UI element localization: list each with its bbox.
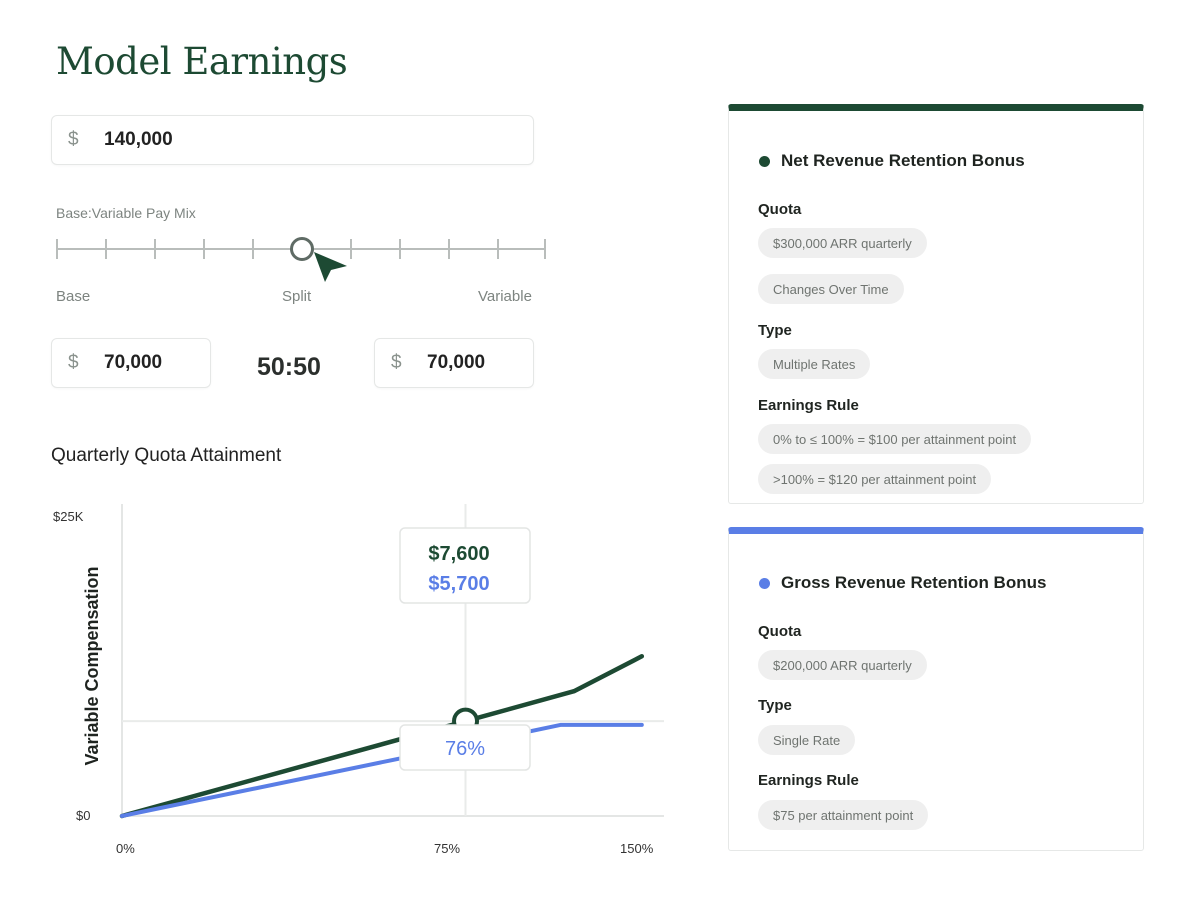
x-tick-label: 150% — [620, 841, 654, 856]
attainment-tooltip — [399, 724, 531, 771]
attainment-chart[interactable]: $25K $0 Variable Compensation 0% 75% 150… — [0, 490, 700, 870]
pay-mix-ratio: 50:50 — [257, 353, 321, 381]
y-tick-label: $25K — [53, 509, 84, 524]
slider-tick — [252, 239, 254, 259]
quota-chip: $300,000 ARR quarterly — [758, 228, 927, 258]
type-chip: Single Rate — [758, 725, 856, 755]
type-label: Type — [758, 697, 792, 714]
value-tooltip — [399, 527, 531, 604]
salary-value[interactable]: 140,000 — [104, 129, 173, 150]
card-header: Gross Revenue Retention Bonus — [759, 573, 1046, 593]
earnings-rule-chip: >100% = $120 per attainment point — [758, 464, 992, 494]
tooltip-nrr-value: $7,600 — [428, 543, 489, 565]
quota-chip: $200,000 ARR quarterly — [758, 650, 927, 680]
slider-tick — [448, 239, 450, 259]
y-tick-label: $0 — [76, 808, 90, 823]
earnings-rule-label: Earnings Rule — [758, 772, 859, 789]
series-dot-icon — [759, 155, 770, 167]
salary-input[interactable]: $ 140,000 — [51, 115, 534, 165]
chart-title: Quarterly Quota Attainment — [51, 445, 282, 466]
grr-bonus-card: Gross Revenue Retention Bonus Quota $200… — [728, 527, 1144, 851]
mouse-pointer-icon — [314, 252, 347, 282]
variable-amount-input[interactable]: $ 70,000 — [374, 338, 534, 388]
type-chip: Multiple Rates — [758, 349, 871, 379]
slider-tick — [105, 239, 107, 259]
slider-tick — [399, 239, 401, 259]
x-tick-label: 75% — [434, 841, 460, 856]
type-label: Type — [758, 322, 792, 339]
earnings-rule-chip: 0% to ≤ 100% = $100 per attainment point — [758, 424, 1032, 454]
y-axis-label: Variable Compensation — [82, 566, 102, 765]
dollar-icon: $ — [68, 129, 79, 150]
slider-tick — [350, 239, 352, 259]
dollar-icon: $ — [391, 352, 402, 373]
slider-tick — [56, 239, 58, 259]
variable-amount-value[interactable]: 70,000 — [427, 352, 486, 373]
slider-tick — [497, 239, 499, 259]
card-title: Net Revenue Retention Bonus — [781, 151, 1025, 170]
slider-tick — [154, 239, 156, 259]
series-line-nrr — [119, 654, 645, 819]
tooltip-attainment: 76% — [445, 738, 485, 760]
page-title: Model Earnings — [56, 40, 348, 83]
series-dot-icon — [759, 577, 770, 589]
card-title: Gross Revenue Retention Bonus — [781, 573, 1047, 592]
nrr-bonus-card: Net Revenue Retention Bonus Quota $300,0… — [728, 104, 1144, 504]
tooltip-grr-value: $5,700 — [428, 573, 489, 595]
earnings-rule-label: Earnings Rule — [758, 397, 859, 414]
slider-label-variable: Variable — [478, 288, 532, 305]
quota-chip: Changes Over Time — [758, 274, 904, 304]
quota-label: Quota — [758, 623, 802, 640]
slider-label-split: Split — [282, 288, 312, 305]
dollar-icon: $ — [68, 352, 79, 373]
series-line-grr — [120, 722, 644, 818]
card-header: Net Revenue Retention Bonus — [759, 151, 1025, 171]
x-tick-label: 0% — [116, 841, 135, 856]
slider-label-base: Base — [56, 288, 91, 305]
earnings-rule-chip: $75 per attainment point — [758, 800, 929, 830]
base-amount-input[interactable]: $ 70,000 — [51, 338, 211, 388]
slider-tick — [544, 239, 546, 259]
pay-mix-slider[interactable] — [56, 236, 546, 262]
base-amount-value[interactable]: 70,000 — [104, 352, 163, 373]
slider-thumb[interactable] — [290, 237, 314, 261]
quota-label: Quota — [758, 201, 802, 218]
pay-mix-label: Base:Variable Pay Mix — [56, 205, 196, 221]
slider-tick — [203, 239, 205, 259]
